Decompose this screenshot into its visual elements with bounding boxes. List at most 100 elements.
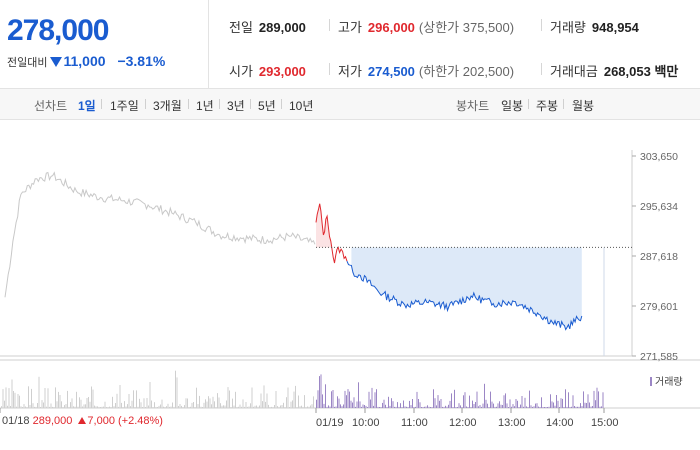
volume-bar: [17, 394, 19, 408]
volume-bar: [155, 406, 157, 408]
volume-bar: [202, 407, 203, 408]
volume-bar: [556, 395, 557, 408]
tab-weekly-candle[interactable]: 주봉: [536, 99, 559, 113]
volume-bar: [128, 394, 130, 408]
volume-bar: [175, 370, 176, 408]
price-block: 278,000 전일대비 11,000 −3.81%: [0, 0, 209, 88]
tab-1year[interactable]: 1년: [196, 99, 214, 113]
volume-bar: [173, 406, 175, 408]
volume-bar: [466, 406, 467, 408]
volume-bar: [163, 406, 164, 408]
volume-bar: [316, 399, 317, 408]
volume-bar: [73, 406, 74, 408]
volume-bar: [593, 390, 595, 408]
volume-bar: [560, 398, 562, 408]
volume-bar: [95, 406, 97, 408]
volume-bar: [158, 405, 160, 408]
volume-bar: [56, 401, 58, 408]
tab-monthly-candle[interactable]: 월봉: [572, 99, 595, 113]
volume-bar: [590, 406, 592, 408]
volume-bars: [1, 370, 604, 408]
volume-bar: [514, 406, 515, 408]
volume-bar: [181, 405, 182, 408]
volume-bar: [172, 402, 173, 408]
tab-3month[interactable]: 3개월: [153, 99, 182, 113]
volume-bar: [134, 407, 136, 408]
change-row: 전일대비 11,000 −3.81%: [7, 53, 165, 70]
volume-bar: [218, 397, 220, 408]
volume-bar: [169, 406, 170, 408]
volume-bar: [208, 396, 209, 408]
volume-bar: [236, 407, 238, 408]
volume-bar: [136, 390, 137, 408]
y-tick-label: 271,585: [640, 351, 678, 363]
stat-low: 저가 274,500 (하한가 202,500): [338, 64, 515, 79]
volume-bar: [526, 406, 527, 408]
volume-bar: [535, 403, 536, 408]
volume-bar: [542, 407, 544, 408]
tab-1week[interactable]: 1주일: [110, 99, 139, 113]
volume-bar: [214, 401, 215, 408]
volume-bar: [253, 406, 254, 408]
tab-5year[interactable]: 5년: [258, 99, 276, 113]
volume-bar: [433, 389, 434, 408]
volume-bar: [581, 406, 583, 408]
volume-bar: [328, 405, 329, 408]
volume-bar: [262, 401, 263, 408]
volume-bar: [505, 393, 506, 408]
volume-bar: [500, 404, 502, 408]
volume-bar: [425, 406, 427, 408]
volume-bar: [143, 398, 145, 408]
volume-bar: [170, 406, 172, 408]
volume-bar: [404, 406, 406, 408]
volume-bar: [365, 405, 367, 408]
volume-bar: [205, 399, 206, 408]
volume-bar: [35, 406, 37, 408]
volume-bar: [82, 406, 83, 408]
volume-bar: [461, 407, 463, 408]
volume-bar: [52, 406, 53, 408]
volume-bar: [320, 374, 322, 408]
bottom-change: 7,000: [87, 415, 115, 427]
volume-bar: [364, 405, 365, 408]
volume-bar: [538, 406, 539, 408]
change-percent: −3.81%: [117, 53, 166, 69]
bottom-price: 289,000: [32, 415, 73, 427]
volume-bar: [118, 406, 119, 408]
volume-bar: [91, 386, 92, 408]
volume-bar: [53, 407, 55, 408]
tab-3year[interactable]: 3년: [227, 99, 245, 113]
volume-bar: [20, 406, 22, 408]
volume-bar: [349, 391, 350, 408]
bottom-pct: (+2.48%): [118, 415, 163, 427]
volume-bar: [287, 387, 289, 408]
volume-bar: [524, 397, 526, 408]
volume-bar: [127, 404, 128, 408]
volume-bar: [13, 391, 14, 408]
volume-bar: [409, 400, 410, 408]
volume-bar: [523, 406, 524, 408]
volume-bar: [167, 403, 169, 408]
volume-bar: [286, 397, 287, 408]
volume-bar: [484, 383, 485, 408]
volume-bar: [508, 407, 509, 408]
volume-bar: [71, 398, 73, 408]
volume-bar: [551, 401, 553, 408]
volume-bar: [121, 402, 122, 408]
volume-bar: [577, 406, 578, 408]
volume-bar: [196, 387, 197, 408]
volume-bar: [124, 401, 125, 408]
volume-bar: [152, 407, 154, 408]
volume-bar: [5, 387, 7, 408]
tab-daily-candle[interactable]: 일봉: [501, 99, 524, 113]
tab-10year[interactable]: 10년: [289, 99, 314, 113]
volume-bar: [7, 405, 8, 408]
volume-bar: [587, 394, 589, 408]
volume-bar: [119, 385, 121, 408]
volume-bar: [463, 395, 464, 408]
tab-1day[interactable]: 1일: [78, 99, 96, 113]
volume-bar: [103, 406, 104, 408]
volume-bar: [515, 399, 517, 408]
volume-bar: [104, 401, 106, 408]
change-label: 전일대비: [7, 57, 48, 69]
